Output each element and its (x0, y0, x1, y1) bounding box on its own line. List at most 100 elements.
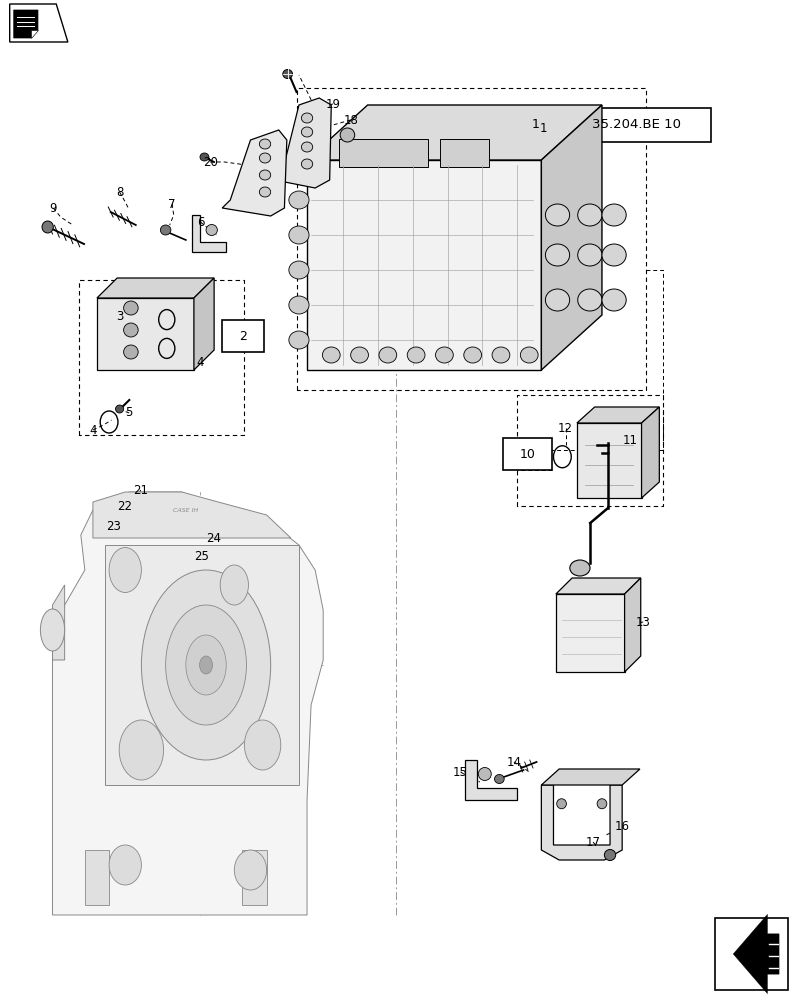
Ellipse shape (379, 347, 397, 363)
Ellipse shape (288, 191, 309, 209)
Ellipse shape (597, 799, 607, 809)
Ellipse shape (166, 605, 246, 725)
Bar (222, 320, 264, 352)
Ellipse shape (301, 113, 313, 123)
Polygon shape (194, 278, 214, 370)
Ellipse shape (259, 170, 271, 180)
Ellipse shape (220, 565, 249, 605)
Ellipse shape (234, 850, 267, 890)
Polygon shape (32, 30, 38, 38)
Polygon shape (222, 130, 287, 216)
Ellipse shape (578, 204, 602, 226)
Polygon shape (465, 760, 517, 800)
Text: 3: 3 (116, 310, 124, 324)
Ellipse shape (124, 323, 138, 337)
Ellipse shape (194, 528, 201, 534)
Polygon shape (105, 545, 299, 785)
Polygon shape (10, 4, 68, 42)
Ellipse shape (288, 226, 309, 244)
Ellipse shape (436, 347, 453, 363)
Text: 20: 20 (203, 155, 217, 168)
Ellipse shape (288, 261, 309, 279)
Ellipse shape (120, 540, 135, 558)
Bar (562, 108, 711, 142)
Polygon shape (541, 769, 640, 785)
Ellipse shape (545, 204, 570, 226)
Ellipse shape (545, 244, 570, 266)
Text: 13: 13 (636, 615, 650, 629)
Polygon shape (120, 516, 202, 560)
Ellipse shape (283, 70, 292, 79)
Text: 23: 23 (106, 520, 120, 532)
Polygon shape (625, 578, 641, 672)
Ellipse shape (124, 345, 138, 359)
Ellipse shape (578, 244, 602, 266)
Ellipse shape (245, 720, 281, 770)
Ellipse shape (109, 845, 141, 885)
Ellipse shape (124, 545, 131, 553)
Ellipse shape (288, 331, 309, 349)
Polygon shape (541, 105, 602, 370)
Text: 16: 16 (615, 820, 629, 834)
Ellipse shape (478, 768, 491, 780)
Ellipse shape (570, 560, 590, 576)
Polygon shape (192, 542, 202, 550)
Ellipse shape (116, 405, 124, 413)
Ellipse shape (578, 289, 602, 311)
Ellipse shape (183, 516, 196, 532)
Ellipse shape (301, 127, 313, 137)
Polygon shape (97, 278, 214, 298)
Polygon shape (53, 492, 323, 915)
Ellipse shape (301, 142, 313, 152)
Ellipse shape (200, 656, 213, 674)
Bar (503, 438, 552, 470)
Polygon shape (275, 98, 331, 188)
Text: 2: 2 (239, 330, 247, 342)
Bar (440, 139, 489, 167)
Text: 1: 1 (532, 118, 540, 131)
Ellipse shape (602, 204, 626, 226)
Ellipse shape (288, 296, 309, 314)
Ellipse shape (545, 289, 570, 311)
Ellipse shape (122, 553, 128, 559)
Ellipse shape (141, 570, 271, 760)
Polygon shape (556, 594, 625, 672)
Ellipse shape (259, 139, 271, 149)
Ellipse shape (40, 609, 65, 651)
Ellipse shape (557, 799, 566, 809)
Text: 7: 7 (168, 198, 176, 211)
Polygon shape (97, 298, 194, 370)
Polygon shape (734, 914, 779, 994)
Text: 10: 10 (520, 448, 536, 460)
Text: 5: 5 (125, 406, 133, 420)
Ellipse shape (119, 720, 163, 780)
Bar (339, 139, 428, 167)
Ellipse shape (340, 128, 355, 142)
Ellipse shape (464, 347, 482, 363)
Ellipse shape (259, 153, 271, 163)
Polygon shape (541, 785, 622, 860)
Polygon shape (577, 423, 642, 498)
Text: 8: 8 (116, 186, 124, 198)
Text: 4: 4 (89, 424, 97, 436)
Ellipse shape (322, 347, 340, 363)
Text: 18: 18 (343, 113, 358, 126)
Text: 21: 21 (133, 484, 148, 496)
Ellipse shape (494, 774, 504, 784)
Ellipse shape (186, 635, 226, 695)
Ellipse shape (206, 225, 217, 235)
Polygon shape (556, 578, 641, 594)
Text: 14: 14 (507, 756, 521, 768)
Text: 1: 1 (539, 121, 547, 134)
Ellipse shape (602, 289, 626, 311)
Ellipse shape (520, 347, 538, 363)
Ellipse shape (124, 301, 138, 315)
Ellipse shape (351, 347, 368, 363)
Bar (715, 918, 788, 990)
Ellipse shape (604, 849, 616, 860)
Text: 12: 12 (558, 422, 573, 434)
Text: 24: 24 (207, 532, 221, 546)
Ellipse shape (42, 221, 53, 233)
Ellipse shape (200, 153, 208, 161)
Ellipse shape (259, 187, 271, 197)
